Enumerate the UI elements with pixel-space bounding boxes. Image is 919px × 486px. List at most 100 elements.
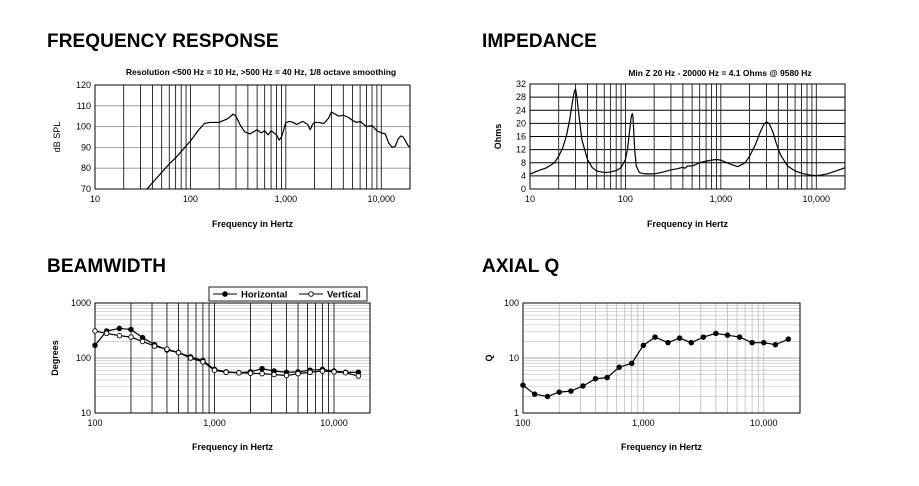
- data-point: [520, 382, 526, 388]
- data-point: [295, 370, 301, 377]
- data-point: [736, 334, 743, 340]
- imp-chart: 0 4 8 12 16 20 24 28 32 10 100 1,000 10,000 Frequency…: [493, 68, 846, 229]
- y-tick-label: 10: [81, 408, 91, 418]
- y-tick-label: 0: [521, 184, 526, 194]
- data-point: [271, 371, 277, 378]
- y-tick-label: 80: [81, 163, 91, 173]
- plot-frame: [94, 302, 371, 414]
- y-tick-label: 12: [516, 145, 526, 155]
- x-axis-label: Frequency in Hertz: [647, 219, 729, 229]
- y-tick-label: 1: [514, 408, 519, 418]
- plot-frame: [522, 302, 801, 414]
- legend-label: Vertical: [327, 290, 361, 301]
- y-tick-label: 100: [76, 122, 91, 132]
- data-point: [676, 335, 683, 341]
- x-tick-label: 10: [525, 194, 535, 204]
- x-tick-label: 10,000: [803, 194, 831, 204]
- series-line: [529, 88, 846, 177]
- data-point: [556, 389, 562, 395]
- data-point: [604, 374, 610, 381]
- data-point: [665, 339, 671, 346]
- fr-chart: 70 80 90 100 110 120 10 100 1,000 10,000 Frequency…: [52, 67, 411, 229]
- y-tick-label: 70: [81, 184, 91, 194]
- data-point: [616, 364, 622, 370]
- y-axis-label: dB SPL: [52, 122, 62, 153]
- y-tick-label: 8: [521, 158, 526, 168]
- data-point: [92, 328, 98, 334]
- data-point: [785, 336, 792, 342]
- data-point: [713, 330, 719, 337]
- data-point: [592, 375, 599, 382]
- series-line: [146, 111, 411, 190]
- data-point: [331, 369, 337, 375]
- data-point: [259, 365, 265, 372]
- data-point: [531, 391, 538, 397]
- y-tick-label: 20: [516, 118, 526, 128]
- y-tick-label: 100: [504, 298, 519, 308]
- data-point: [749, 339, 755, 346]
- data-point: [772, 341, 779, 348]
- data-point: [568, 388, 574, 394]
- x-tick-label: 1,000: [275, 194, 298, 204]
- data-point: [544, 393, 551, 400]
- x-axis-label: Frequency in Hertz: [192, 442, 274, 452]
- y-axis-label: Q: [484, 354, 494, 361]
- data-point: [247, 370, 254, 376]
- y-tick-label: 16: [516, 132, 526, 142]
- x-tick-label: 10,000: [320, 418, 348, 428]
- x-axis-label: Frequency in Hertz: [621, 442, 703, 452]
- data-point: [283, 372, 290, 379]
- y-tick-label: 10: [509, 353, 519, 363]
- y-axis-label: Ohms: [493, 124, 503, 150]
- data-point: [139, 338, 146, 345]
- x-tick-label: 100: [183, 194, 198, 204]
- frequency-response-title: FREQUENCY RESPONSE: [47, 31, 279, 52]
- x-tick-label: 10,000: [368, 194, 396, 204]
- y-tick-label: 90: [81, 142, 91, 152]
- y-tick-label: 100: [76, 353, 91, 363]
- legend-swatch-marker: [222, 291, 228, 297]
- data-point: [319, 368, 326, 374]
- data-point: [128, 326, 134, 333]
- data-point: [128, 334, 134, 340]
- legend-box: [208, 286, 368, 302]
- chart-note: Min Z 20 Hz - 20000 Hz = 4.1 Ohms @ 9580…: [628, 68, 811, 78]
- y-tick-label: 32: [516, 79, 526, 89]
- data-point: [211, 367, 218, 373]
- y-tick-label: 4: [521, 171, 526, 181]
- data-point: [164, 346, 170, 352]
- x-tick-label: 10,000: [750, 418, 778, 428]
- y-tick-label: 28: [516, 92, 526, 102]
- y-axis-label: Degrees: [50, 340, 60, 376]
- plot-frame: [94, 84, 411, 190]
- legend-label: Horizontal: [241, 290, 287, 301]
- data-point: [307, 369, 313, 376]
- y-tick-label: 24: [516, 105, 526, 115]
- data-point: [640, 342, 647, 349]
- x-tick-label: 1,000: [632, 418, 655, 428]
- data-point: [92, 342, 98, 349]
- data-point: [116, 325, 123, 332]
- data-point: [223, 369, 229, 376]
- series-line: [94, 327, 359, 374]
- axial-q-title: AXIAL Q: [482, 256, 560, 277]
- x-tick-label: 10: [90, 194, 100, 204]
- x-tick-label: 100: [618, 194, 633, 204]
- y-tick-label: 1000: [71, 298, 91, 308]
- y-tick-label: 120: [76, 80, 91, 90]
- data-point: [116, 332, 123, 339]
- data-point: [628, 360, 635, 367]
- data-point: [187, 355, 194, 361]
- data-point: [151, 343, 158, 349]
- data-point: [688, 339, 695, 346]
- data-point: [761, 339, 767, 346]
- data-point: [259, 370, 265, 377]
- chart-note: Resolution <500 Hz = 10 Hz, >500 Hz = 40…: [126, 67, 396, 77]
- data-point: [236, 369, 242, 376]
- data-point: [652, 334, 658, 340]
- q-chart: 1 10 100 100 1,000 10,000 Frequency in Hertz Q: [484, 298, 801, 452]
- data-point: [342, 369, 349, 376]
- x-tick-label: 100: [87, 418, 102, 428]
- plot-frame: [529, 83, 846, 190]
